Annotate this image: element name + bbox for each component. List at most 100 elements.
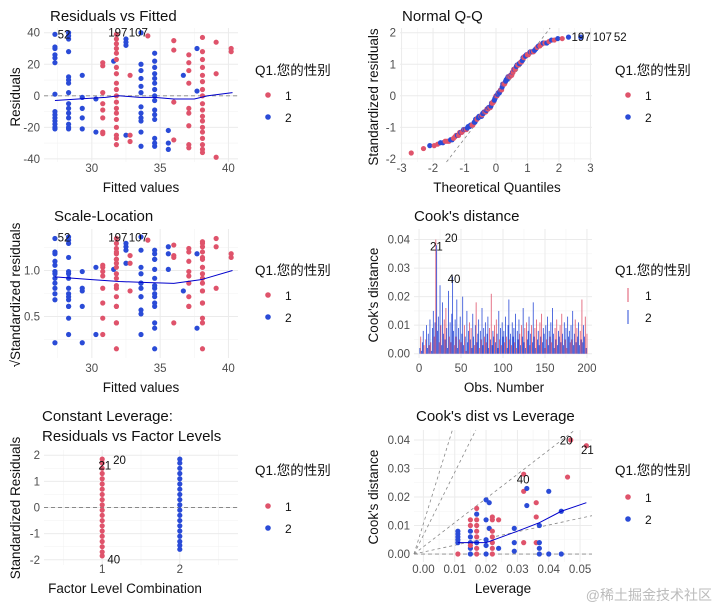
data-point xyxy=(65,126,72,132)
data-point xyxy=(52,340,58,346)
x-tick-label: -1 xyxy=(459,163,469,175)
data-point xyxy=(152,143,158,149)
data-point xyxy=(99,553,105,559)
point-label: 107 xyxy=(129,28,148,40)
legend-item-1: 1 xyxy=(645,491,652,505)
x-tick-label: 0.01 xyxy=(444,564,466,576)
y-tick-label: -1 xyxy=(386,122,396,134)
y-tick-label: 20 xyxy=(27,59,40,71)
y-tick-label: 0.04 xyxy=(388,235,411,247)
data-point xyxy=(213,235,219,242)
legend-key-dot xyxy=(265,525,271,531)
panel-4-xlabel: Obs. Number xyxy=(464,380,545,395)
data-point xyxy=(123,260,129,266)
data-point xyxy=(186,67,192,74)
data-point xyxy=(152,291,158,297)
point-label: 21 xyxy=(98,461,111,473)
data-point xyxy=(177,486,183,492)
x-tick-label: 35 xyxy=(154,363,167,375)
data-point xyxy=(199,288,206,294)
data-point xyxy=(113,346,120,352)
data-point xyxy=(138,285,144,291)
data-point xyxy=(99,533,105,539)
data-point xyxy=(138,264,144,270)
x-tick-label: 40 xyxy=(222,163,235,175)
data-point xyxy=(127,260,133,266)
data-point xyxy=(65,80,72,86)
data-point xyxy=(511,525,517,531)
y-tick-label: 0.5 xyxy=(24,312,40,324)
y-tick-label: 0.04 xyxy=(388,435,411,447)
x-tick-label: 0.04 xyxy=(538,564,561,576)
data-point xyxy=(152,58,158,64)
data-point xyxy=(483,537,489,543)
data-point xyxy=(100,90,106,96)
data-point xyxy=(165,266,171,272)
legend-key-dot xyxy=(265,292,271,298)
data-point xyxy=(99,523,105,529)
data-point xyxy=(79,340,85,346)
panel-3: 30 35 40 1.0 0.5 52 197 107 xyxy=(24,229,238,375)
data-point xyxy=(99,476,105,482)
cooks-contour-line xyxy=(413,429,477,555)
data-point xyxy=(79,72,85,78)
data-point xyxy=(100,107,106,113)
data-point xyxy=(171,99,177,105)
data-point xyxy=(79,126,85,132)
data-point xyxy=(127,132,133,138)
data-point xyxy=(113,36,120,42)
data-point xyxy=(65,331,72,338)
cooks-contour-line xyxy=(413,515,593,555)
data-point xyxy=(171,254,177,261)
data-point xyxy=(474,505,480,512)
cooks-contour-line xyxy=(413,429,576,555)
x-tick-label: 1 xyxy=(99,564,105,576)
data-point xyxy=(152,75,158,82)
data-point xyxy=(113,264,120,270)
data-point xyxy=(213,285,219,291)
point-label: 52 xyxy=(614,32,627,44)
data-point xyxy=(152,325,158,331)
y-tick-label: -2 xyxy=(386,154,396,166)
data-point xyxy=(455,528,461,534)
data-point xyxy=(138,90,144,96)
data-point xyxy=(186,145,192,151)
data-point xyxy=(177,460,183,466)
y-tick-label: 0 xyxy=(390,91,396,103)
panel-6: 0.00 0.01 0.02 0.03 0.04 0.05 0.00 0.01 0.02 0.03… xyxy=(388,429,594,576)
data-point xyxy=(228,251,234,257)
y-tick-label: 1 xyxy=(390,59,396,71)
data-point xyxy=(546,488,552,494)
data-point xyxy=(186,303,192,310)
data-point xyxy=(127,72,133,78)
data-point xyxy=(145,33,151,39)
data-point xyxy=(165,251,171,257)
data-point xyxy=(99,512,105,518)
data-point xyxy=(524,485,530,492)
data-point xyxy=(100,300,106,306)
data-point xyxy=(177,523,183,529)
data-point xyxy=(138,75,144,82)
data-point xyxy=(138,61,144,67)
data-point xyxy=(152,80,158,86)
data-point xyxy=(199,149,206,156)
data-point xyxy=(113,71,120,77)
y-tick-label: 0.01 xyxy=(388,521,410,533)
data-point xyxy=(113,260,120,266)
data-point xyxy=(79,285,85,291)
data-point xyxy=(99,544,105,550)
data-point xyxy=(52,275,58,281)
data-point xyxy=(524,502,530,509)
data-point xyxy=(113,294,120,300)
panel-3-ylabel: √Standardized residuals xyxy=(8,222,23,367)
point-label: 52 xyxy=(58,232,71,244)
point-label: 52 xyxy=(58,29,71,41)
data-point xyxy=(152,275,158,281)
data-point xyxy=(199,86,206,93)
data-point xyxy=(138,67,144,74)
x-tick-label: 150 xyxy=(535,363,554,375)
data-point xyxy=(52,91,58,97)
x-tick-label: 3 xyxy=(587,163,593,175)
smooth-line xyxy=(54,92,233,102)
data-point xyxy=(100,315,106,321)
